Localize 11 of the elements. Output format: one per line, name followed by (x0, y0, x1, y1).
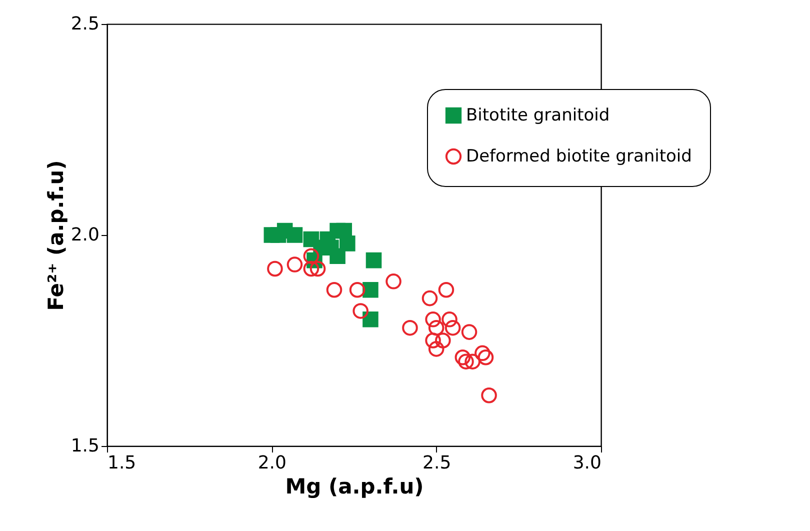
y-axis-title: Fe²⁺ (a.p.f.u) (44, 160, 68, 311)
x-tick-label: 3.0 (572, 452, 602, 474)
y-tick-label: 2.5 (70, 14, 100, 34)
y-tick-label: 2.0 (70, 224, 100, 246)
legend-label: Bitotite granitoid (466, 106, 610, 126)
x-tick-label: 2.5 (422, 452, 452, 474)
x-tick-label: 2.0 (258, 452, 286, 474)
y-tick-label: 1.5 (70, 436, 100, 456)
x-axis-title: Mg (a.p.f.u) (285, 474, 424, 498)
legend-label: Deformed biotite granitoid (466, 146, 692, 166)
x-tick-label: 1.5 (108, 452, 136, 474)
